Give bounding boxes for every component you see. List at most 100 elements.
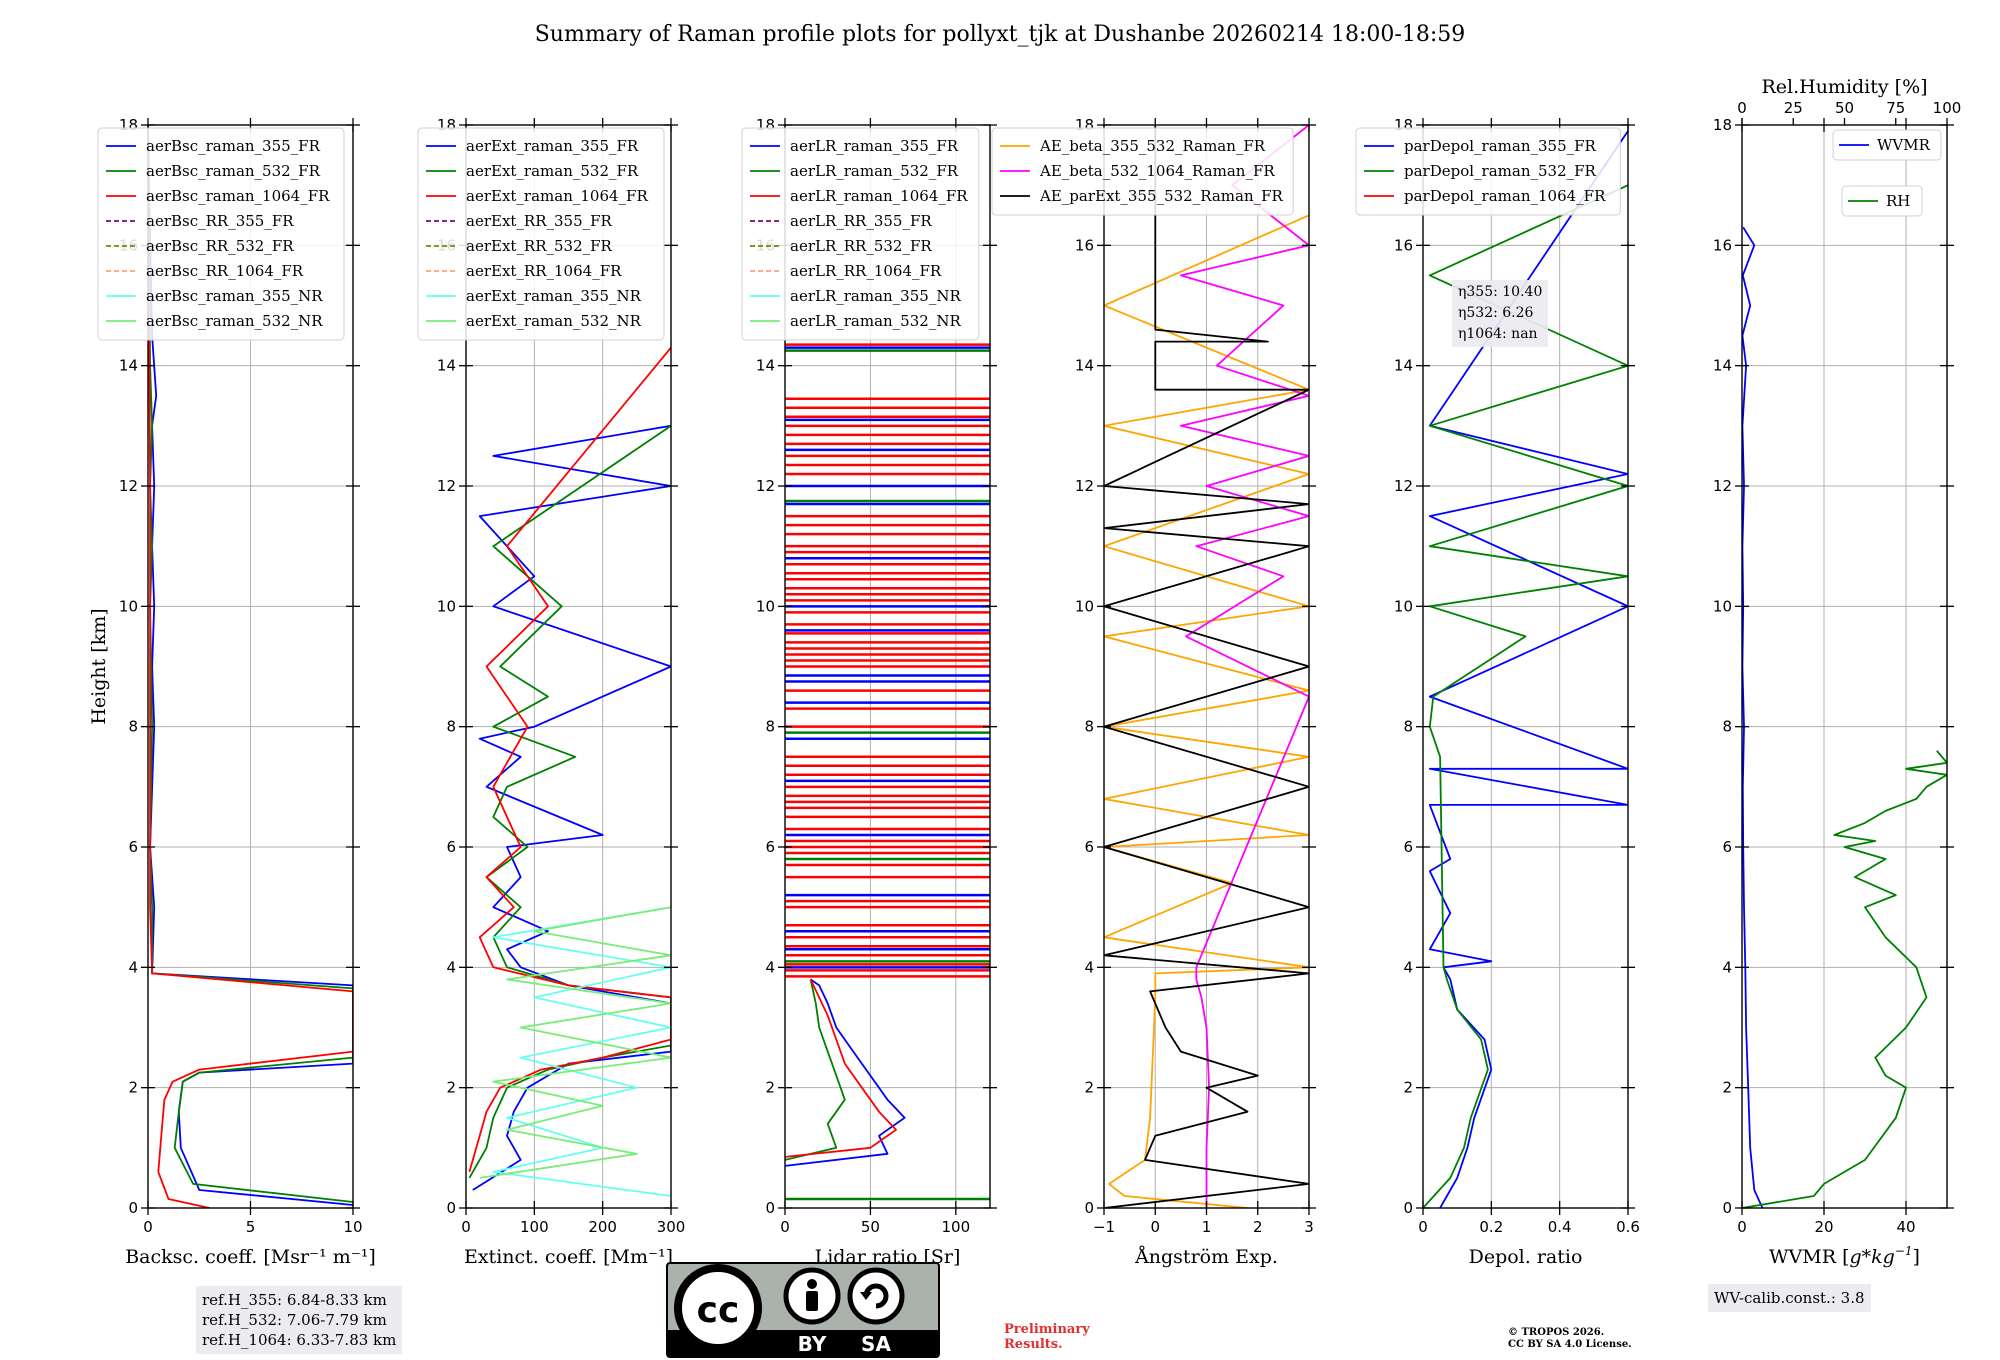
x-axis-label: Extinct. coeff. [Mm⁻¹]: [464, 1246, 673, 1268]
cc-by-label: BY: [798, 1332, 827, 1356]
x-tick-label: 0: [1150, 1218, 1160, 1236]
legend-box: [741, 127, 980, 341]
x-tick-label: 0: [143, 1218, 153, 1236]
y-tick-label: 2: [446, 1079, 456, 1097]
series-line-aerExt_raman_355_FR: [472, 424, 671, 1191]
legend-label: aerBsc_raman_355_NR: [146, 287, 323, 305]
y-tick-label: 18: [1713, 116, 1732, 134]
ref-height-532: ref.H_532: 7.06-7.79 km: [202, 1311, 387, 1329]
plot-frame: [784, 124, 991, 1209]
legend-label: AE_parExt_355_532_Raman_FR: [1039, 187, 1284, 205]
x-tick-label: 100: [942, 1218, 971, 1236]
y-tick-label: 12: [756, 477, 775, 495]
preliminary-line-1: Preliminary: [1004, 1322, 1090, 1337]
x-tick-label: −1: [1093, 1218, 1115, 1236]
legend: AE_beta_355_532_Raman_FR AE_beta_532_1064…: [991, 127, 1294, 216]
x-tick-label: 20: [1814, 1218, 1833, 1236]
legend-label: aerBsc_raman_1064_FR: [146, 187, 330, 205]
y-tick-label: 2: [765, 1079, 775, 1097]
y-tick-label: 12: [1713, 477, 1732, 495]
y-axis-label: Height [km]: [88, 608, 110, 724]
y-tick-label: 10: [1394, 597, 1413, 615]
legend-label: AE_beta_532_1064_Raman_FR: [1039, 162, 1275, 180]
legend-label: aerBsc_RR_1064_FR: [146, 262, 304, 280]
x-tick-label: 0.4: [1548, 1218, 1572, 1236]
x-tick-label: 300: [657, 1218, 686, 1236]
legend-box: [991, 127, 1294, 216]
legend-label: parDepol_raman_1064_FR: [1404, 187, 1606, 205]
y-tick-label: 2: [1084, 1079, 1094, 1097]
x-tick-label: 50: [861, 1218, 880, 1236]
legend-label: aerLR_raman_355_NR: [790, 287, 961, 305]
y-tick-label: 10: [1075, 597, 1094, 615]
y-tick-label: 4: [446, 958, 456, 976]
x-axis-label: Ångström Exp.: [1134, 1246, 1278, 1268]
data-area: [468, 347, 671, 1197]
series-line-aerLR_raman_1064_FR: [785, 979, 897, 1158]
legend-rh: RH: [1841, 185, 1923, 217]
series-line-WVMR: [1742, 226, 1764, 1208]
panel-wvmr: 0 2 4 6 8 10 12 14 16 18 0 20 40 WVMR [g*kg−1] 0 25 50 75…: [1713, 76, 1961, 1268]
x-tick-label: 100: [520, 1218, 549, 1236]
sa-share-icon: [847, 1267, 905, 1325]
series-line-AE_beta_532_1064_Raman_FR: [1180, 125, 1309, 1208]
cc-logo-icon: [674, 1264, 762, 1352]
legend-box: [1832, 129, 1942, 161]
ref-height-1064: ref.H_1064: 6.33-7.83 km: [202, 1331, 397, 1349]
top-x-tick-label: 75: [1886, 99, 1905, 117]
x-axis-label: WVMR [g*kg−1]: [1769, 1244, 1920, 1268]
y-tick-label: 4: [1084, 958, 1094, 976]
y-tick-label: 10: [1713, 597, 1732, 615]
legend-label: aerExt_RR_1064_FR: [466, 262, 622, 280]
y-tick-label: 16: [1713, 236, 1732, 254]
y-tick-label: 14: [1394, 357, 1413, 375]
y-tick-label: 12: [119, 477, 138, 495]
legend-box: [1841, 185, 1923, 217]
preliminary-line-2: Results.: [1004, 1337, 1063, 1352]
y-tick-label: 8: [1722, 718, 1732, 736]
legend-label: aerExt_raman_355_NR: [466, 287, 642, 305]
x-tick-label: 0: [1418, 1218, 1428, 1236]
legend-label: aerLR_RR_532_FR: [790, 237, 932, 255]
plot-frame: [465, 124, 672, 1209]
legend: aerBsc_raman_355_FR aerBsc_raman_532_FRae…: [97, 127, 345, 341]
y-tick-label: 10: [756, 597, 775, 615]
y-tick-label: 16: [1075, 236, 1094, 254]
y-tick-label: 6: [128, 838, 138, 856]
cc-sa-label: SA: [861, 1332, 891, 1356]
y-tick-label: 0: [1722, 1199, 1732, 1217]
y-tick-label: 0: [1403, 1199, 1413, 1217]
y-tick-label: 0: [446, 1199, 456, 1217]
y-tick-label: 8: [128, 718, 138, 736]
x-tick-label: 0.2: [1479, 1218, 1503, 1236]
wv-calib-const: WV-calib.const.: 3.8: [1714, 1289, 1865, 1307]
legend-label: aerExt_RR_532_FR: [466, 237, 613, 255]
eta-1064: η1064: nan: [1458, 326, 1538, 342]
plot-frame: [1741, 124, 1948, 1209]
series-line-aerLR_raman_532_FR: [785, 979, 846, 1161]
y-tick-label: 16: [1394, 236, 1413, 254]
top-x-axis-label: Rel.Humidity [%]: [1761, 76, 1927, 98]
x-tick-label: 1: [1202, 1218, 1212, 1236]
legend-label: parDepol_raman_355_FR: [1404, 137, 1597, 155]
panel-backscatter: 0246810121416180510Backsc. coeff. [Msr⁻¹…: [88, 116, 376, 1268]
legend-label: AE_beta_355_532_Raman_FR: [1039, 137, 1266, 155]
y-tick-label: 14: [119, 357, 138, 375]
data-area: [785, 343, 990, 1201]
ref-height-box: ref.H_355: 6.84-8.33 km ref.H_532: 7.06-…: [196, 1286, 403, 1354]
preliminary-note: Preliminary Results.: [1004, 1322, 1090, 1352]
y-tick-label: 14: [756, 357, 775, 375]
legend-box: [97, 127, 345, 341]
eta-532: η532: 6.26: [1458, 305, 1534, 321]
y-tick-label: 0: [765, 1199, 775, 1217]
copyright-note: © TROPOS 2026. CC BY SA 4.0 License.: [1508, 1327, 1632, 1351]
legend-label: RH: [1886, 192, 1910, 210]
series-line-AE_parExt_355_532_Raman_FR: [1104, 125, 1309, 1208]
legend: aerLR_raman_355_FR aerLR_raman_532_FR aerL…: [741, 127, 980, 341]
data-area: [1742, 226, 1947, 1208]
legend-label: parDepol_raman_532_FR: [1404, 162, 1597, 180]
legend-label: aerLR_raman_355_FR: [790, 137, 959, 155]
legend-box: [417, 127, 665, 341]
